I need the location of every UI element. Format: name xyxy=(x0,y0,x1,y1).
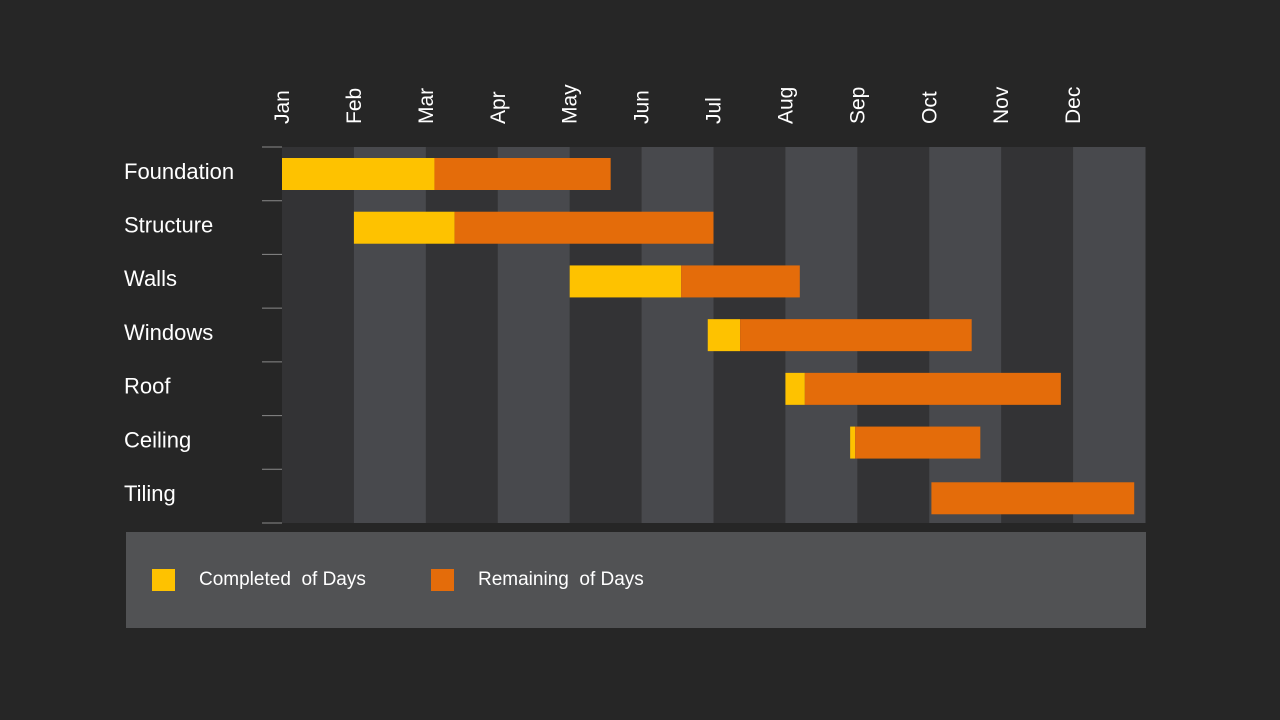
month-band-feb xyxy=(353,147,427,523)
task-label-tiling: Tiling xyxy=(124,481,176,506)
month-band-apr xyxy=(497,147,571,523)
month-label-jun: Jun xyxy=(631,90,654,124)
month-label-jul: Jul xyxy=(703,97,726,124)
task-label-foundation: Foundation xyxy=(124,159,234,184)
month-band-may xyxy=(569,147,643,523)
bar-remaining-ceiling xyxy=(855,426,981,459)
task-label-walls: Walls xyxy=(124,266,177,291)
month-label-mar: Mar xyxy=(415,88,438,124)
month-band-jun xyxy=(641,147,714,523)
legend-label-completed: Completed of Days xyxy=(199,569,366,590)
month-label-nov: Nov xyxy=(990,86,1013,124)
bar-remaining-foundation xyxy=(434,158,611,190)
bar-remaining-roof xyxy=(804,372,1061,405)
bar-completed-roof xyxy=(785,372,805,405)
month-label-oct: Oct xyxy=(918,91,941,124)
month-label-may: May xyxy=(559,84,582,124)
month-band-mar xyxy=(425,147,499,523)
task-label-roof: Roof xyxy=(124,374,171,399)
task-label-ceiling: Ceiling xyxy=(124,427,191,452)
legend-item-completed: Completed of Days xyxy=(152,569,366,591)
bar-remaining-structure xyxy=(454,211,714,244)
task-label-windows: Windows xyxy=(124,320,213,345)
month-band-nov xyxy=(1001,147,1074,523)
month-band-jan xyxy=(282,147,355,523)
legend-item-remaining: Remaining of Days xyxy=(431,569,644,591)
bar-completed-ceiling xyxy=(850,426,856,459)
bar-completed-windows xyxy=(707,319,741,352)
bar-completed-walls xyxy=(569,265,682,298)
month-label-sep: Sep xyxy=(846,87,869,124)
legend-swatch-completed xyxy=(152,569,175,591)
legend: Completed of Days Remaining of Days xyxy=(126,532,1146,628)
bar-remaining-walls xyxy=(681,265,800,298)
task-label-structure: Structure xyxy=(124,213,213,238)
legend-label-remaining: Remaining of Days xyxy=(478,569,644,590)
bar-remaining-windows xyxy=(740,319,972,352)
bar-completed-foundation xyxy=(282,158,435,190)
month-label-aug: Aug xyxy=(774,87,797,124)
legend-swatch-remaining xyxy=(431,569,454,591)
month-label-apr: Apr xyxy=(487,91,510,124)
month-label-dec: Dec xyxy=(1062,87,1085,124)
month-label-feb: Feb xyxy=(343,88,366,124)
month-band-dec xyxy=(1073,147,1146,523)
bar-remaining-tiling xyxy=(931,482,1135,515)
month-label-jan: Jan xyxy=(271,90,294,124)
bar-completed-structure xyxy=(353,211,455,244)
